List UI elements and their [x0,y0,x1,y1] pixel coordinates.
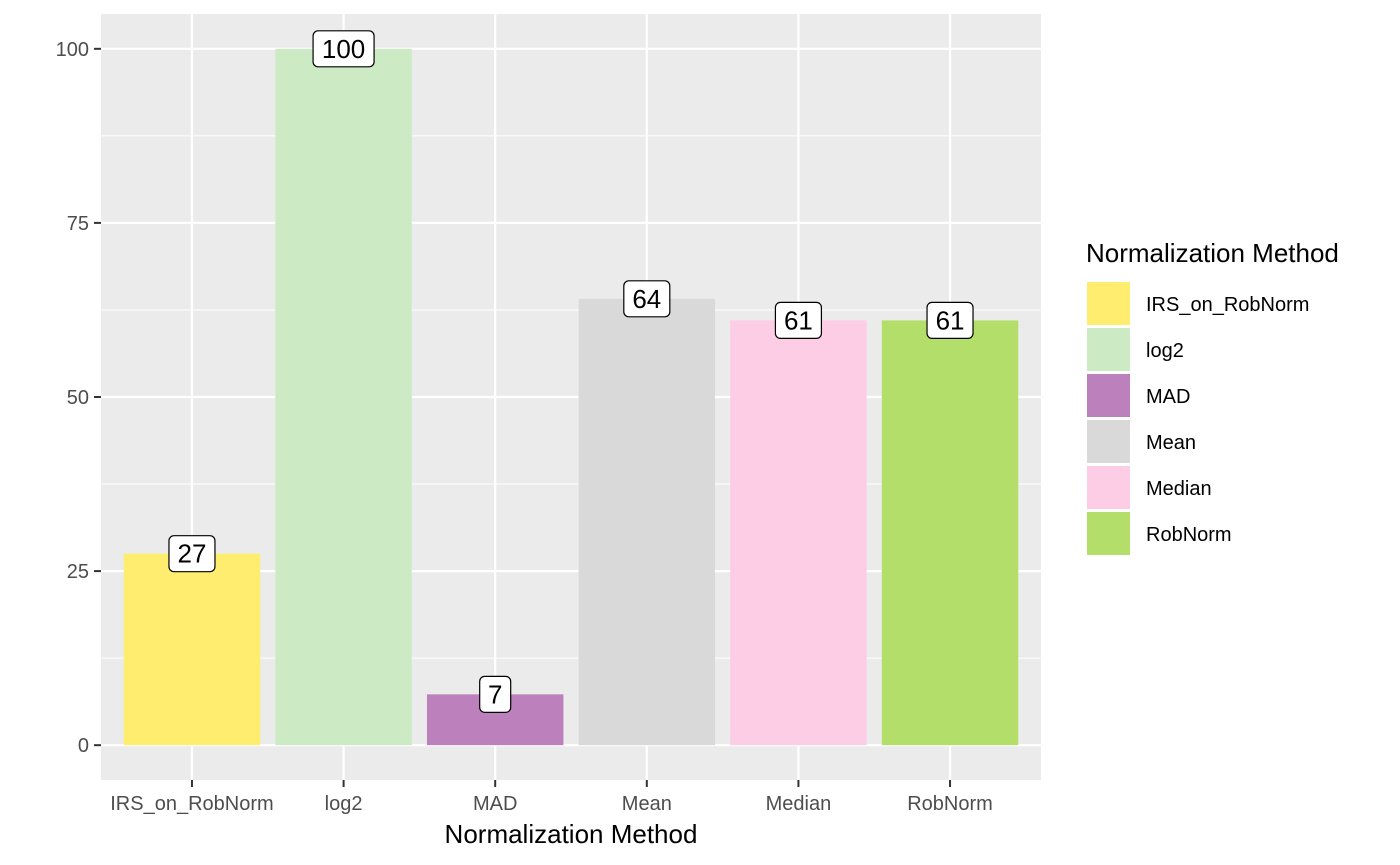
bars [123,48,1019,746]
data-label-log2: 100 [322,34,365,64]
x-tick-label: log2 [325,793,363,815]
legend-label-MAD: MAD [1146,386,1190,408]
data-label-box [168,535,216,573]
bar-RobNorm [881,320,1019,746]
data-label-MAD: 7 [488,679,502,709]
data-label-IRS_on_RobNorm: 27 [178,539,207,569]
legend-key-IRS_on_RobNorm [1085,280,1132,327]
legend-title: Normalization Method [1086,238,1339,268]
data-label-box [623,280,671,318]
bar-log2 [275,48,412,746]
y-tick-label: 25 [67,561,89,583]
bar-IRS_on_RobNorm [123,553,261,746]
data-label-RobNorm: 61 [936,305,965,335]
data-label-box [312,30,375,68]
legend-key-log2 [1085,326,1132,373]
legend-label-log2: log2 [1146,340,1184,362]
bar-Median [730,320,867,746]
x-tick-label: IRS_on_RobNorm [110,793,273,815]
legend-label-RobNorm: RobNorm [1146,524,1232,546]
y-tick-label: 100 [56,39,89,61]
x-tick-label: RobNorm [907,793,993,815]
legend-key-Mean [1085,418,1132,465]
bar-Mean [578,298,716,746]
y-tick-label: 50 [67,387,89,409]
legend-label-Mean: Mean [1146,432,1196,454]
legend-key-RobNorm [1085,510,1132,557]
x-tick-label: Median [766,793,832,815]
legend-key-MAD [1085,372,1132,419]
x-axis: IRS_on_RobNorm log2 MAD Mean Median RobNorm [110,780,993,815]
data-label-Median: 61 [784,305,813,335]
data-labels: 27 100 7 64 61 61 [168,30,974,713]
y-axis: 0 25 50 75 100 [56,39,101,757]
x-axis-title: Normalization Method [445,819,698,849]
y-tick-label: 0 [78,735,89,757]
x-tick-label: MAD [473,793,517,815]
legend-label-IRS_on_RobNorm: IRS_on_RobNorm [1146,294,1309,316]
legend-label-Median: Median [1146,478,1212,500]
legend: Normalization Method IRS_on_RobNorm log2 M… [1085,238,1339,557]
data-label-box [926,301,974,339]
data-label-Mean: 64 [632,284,661,314]
data-label-box [479,675,512,713]
legend-key-Median [1085,464,1132,511]
data-label-box [774,301,823,339]
y-tick-label: 75 [67,213,89,235]
x-tick-label: Mean [622,793,672,815]
